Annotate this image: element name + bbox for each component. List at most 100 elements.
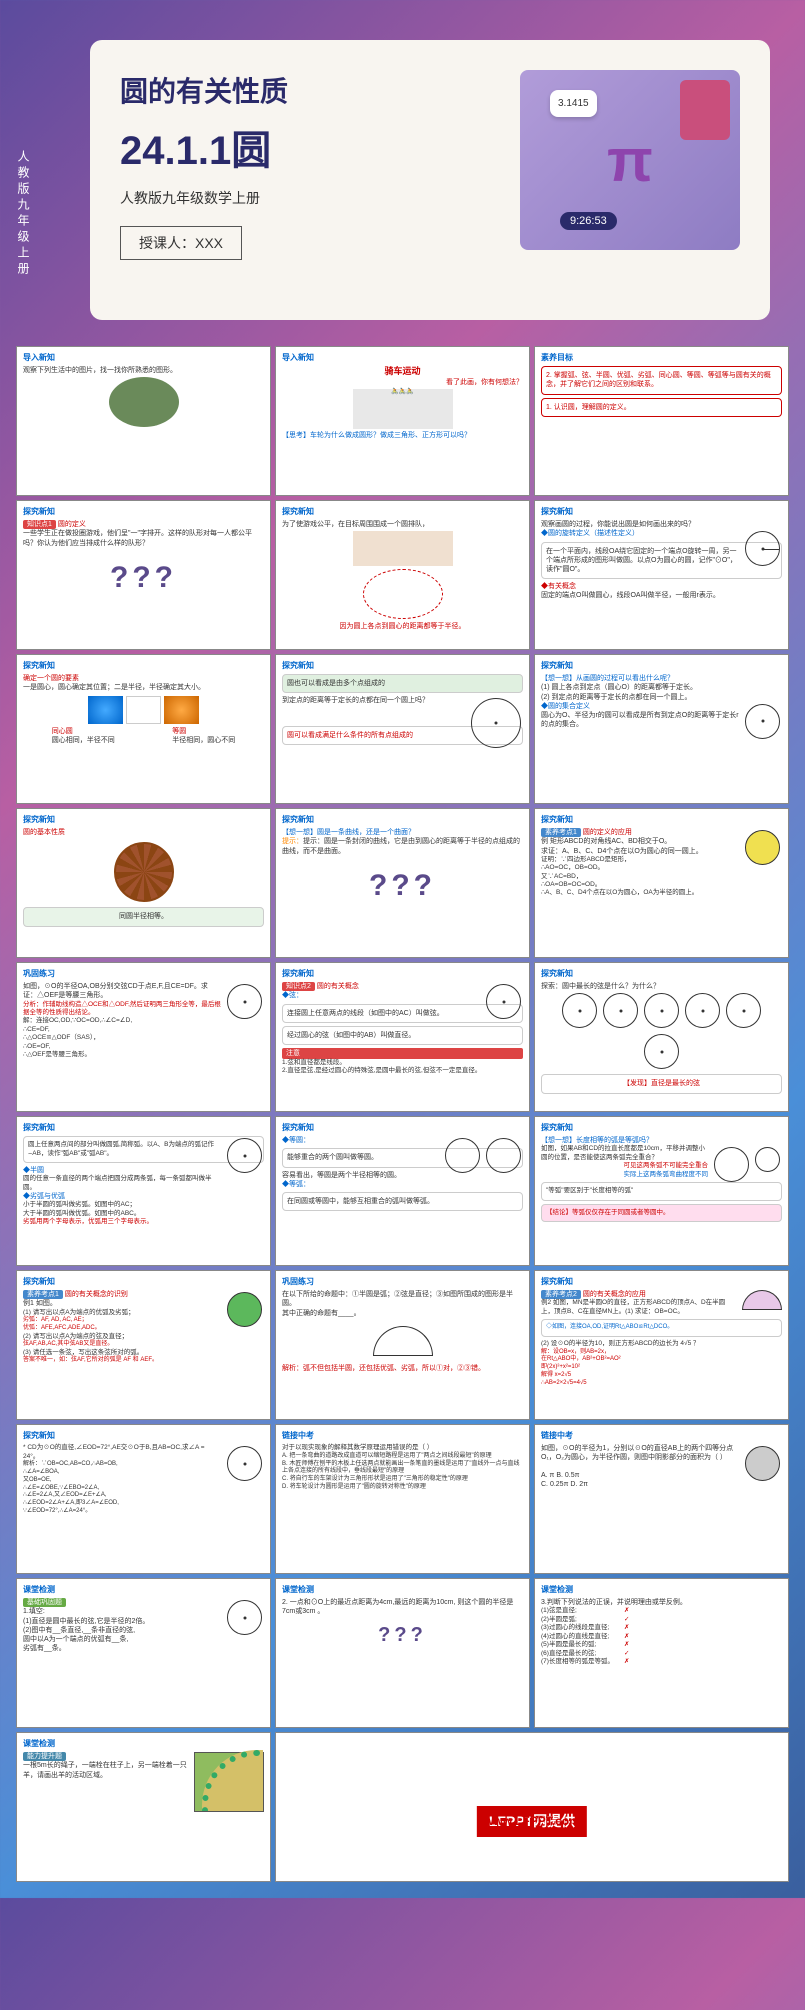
slide-11: 探究新知 【想一想】圆是一条曲线，还是一个曲面？ 提示：提示：圆是一条封闭的曲线… <box>275 808 530 958</box>
question-marks: ??? <box>282 1622 523 1648</box>
badge-title: 圆的定义的应用 <box>583 829 632 836</box>
slide-header: 链接中考 <box>282 1431 523 1441</box>
slide-body: 一些学生正在做投圈游戏，他们呈"一"字排开。这样的队形对每一人都公平吗？你认为他… <box>23 529 264 547</box>
goal-box: 2. 掌握弧、弦、半圆、优弧、劣弧、同心圆、等圆、等弧等与圆有关的概念，并了解它… <box>541 366 782 394</box>
slide-4: 探究新知 知识点1 圆的定义 一些学生正在做投圈游戏，他们呈"一"字排开。这样的… <box>16 500 271 650</box>
slide-8: 探究新知 圆也可以看成是由多个点组成的 到定点的距离等于定长的点都在同一个圆上吗… <box>275 654 530 804</box>
q2: (2) 设☉O的半径为10，则正方形ABCD的边长为 4√5 ？ <box>541 1340 782 1348</box>
slide-10: 探究新知 圆的基本性质 同圆半径相等。 <box>16 808 271 958</box>
multi-circles <box>541 991 782 1071</box>
badge-title: 圆的有关概念的识别 <box>65 1291 128 1298</box>
slide-17: 探究新知 ◆等圆： 能够重合的两个圆叫做等圆。 容易看出，等圆是两个半径相等的圆… <box>275 1116 530 1266</box>
slide-title: 确定一个圆的要素 <box>23 674 264 683</box>
circle-diagram <box>227 1600 262 1635</box>
slide-16: 探究新知 圆上任意两点间的部分叫做圆弧,简称弧。以A、B为端点的弧记作⌢AB，读… <box>16 1116 271 1266</box>
slide-header: 探究新知 <box>282 661 523 671</box>
circle-diagram <box>471 698 521 748</box>
slide-21: 探究新知 素养考点2 圆的有关概念的应用 例2 如图，MN是半圆O的直径，正方形… <box>534 1270 789 1420</box>
slide-body: 一是圆心，圆心确定其位置；二是半径，半径确定其大小。 <box>23 683 264 692</box>
gradient-boxes <box>23 696 264 724</box>
slide-23: 链接中考 对于以现实现象的解释其数学原理运用错误的是（ ） A. 把一条弯曲的道… <box>275 1424 530 1574</box>
question-text: 在以下所给的命题中：①半圆是弧；②弦是直径；③如图所围成的图形是半圆。 <box>282 1290 523 1308</box>
circle-diagram <box>486 984 521 1019</box>
slide-body: 其中正确的命题有____。 <box>282 1309 523 1318</box>
note-badge: 注意 <box>282 1048 523 1059</box>
calculator-icon <box>680 80 730 140</box>
note-text: 劣弧用两个字母表示，优弧用三个字母表示。 <box>23 1218 264 1226</box>
slide-5: 探究新知 为了使游戏公平，在目标周围围成一个圆排队， 因为圆上各点到圆心的距离都… <box>275 500 530 650</box>
slide-9: 探究新知 【想一想】从画圆的过程可以看出什么呢？ (1) 圆上各点到定点（圆心O… <box>534 654 789 804</box>
item1: (1) 圆上各点到定点（圆心O）的距离都等于定长。 <box>541 683 782 692</box>
a2: 弦AF,AB,AC,其中弦AB又是直径。 <box>23 1341 264 1349</box>
slide-header: 课堂检测 <box>282 1585 523 1595</box>
circle-diagram <box>227 1138 262 1173</box>
q4: 劣弧有__条。 <box>23 1644 264 1653</box>
practice-badge: 基础巩固题 <box>23 1598 66 1607</box>
slide-1: 导入新知 观察下列生活中的图片，找一找你所熟悉的图形。 <box>16 346 271 496</box>
slide-header: 课堂检测 <box>541 1585 782 1595</box>
analysis-text: 解析：弧不但包括半圆，还包括优弧、劣弧，所以①对，②③错。 <box>282 1364 523 1373</box>
title-text: 3.判断下列说法的正误，并说明理由或举反例。 <box>541 1598 782 1607</box>
marks-text: ✗ ✓ ✗ ✗ ✗ ✓ ✗ <box>624 1607 629 1666</box>
slide-header: 探究新知 <box>23 507 264 517</box>
think-title: 【想一想】圆是一条曲线，还是一个曲面？ <box>282 828 523 837</box>
url-text: www.LFPPT.com <box>276 1814 788 1830</box>
semicircle-diagram <box>373 1326 433 1356</box>
question-marks: ??? <box>282 866 523 905</box>
slide-header: 巩固练习 <box>282 1277 523 1287</box>
title-main: 圆的有关性质 <box>120 70 520 110</box>
circle-diagram <box>714 1147 749 1182</box>
circle-diagram <box>745 704 780 739</box>
goal-box: 1. 认识圆，理解圆的定义。 <box>541 398 782 417</box>
term-title: ◆等弧： <box>282 1180 523 1189</box>
exam-badge: 素养考点1 <box>541 828 581 837</box>
badge-title: 圆的定义 <box>58 521 86 528</box>
definition-box: 经过圆心的弦（如图中的AB）叫做直径。 <box>282 1026 523 1045</box>
title-sub: 24.1.1圆 <box>120 118 520 176</box>
slide-header: 导入新知 <box>23 353 264 363</box>
item2: (2) 到定点的距离等于定长的点都在同一个圆上。 <box>541 693 782 702</box>
question-text: 探索：圆中最长的弦是什么？为什么？ <box>541 982 782 991</box>
slide-26: 课堂检测 2. 一点和⊙O上的最近点距离为4cm,最远的距离为10cm, 则这个… <box>275 1578 530 1728</box>
slide-header: 探究新知 <box>282 507 523 517</box>
slide-19: 探究新知 素养考点1 圆的有关概念的识别 例1 如图。 (1) 请写出以点A为端… <box>16 1270 271 1420</box>
slide-24: 链接中考 如图，☉O的半径为1，分别以☉O的直径AB上的两个四等分点O₁，O₂为… <box>534 1424 789 1574</box>
slide-3: 素养目标 2. 掌握弧、弦、半圆、优弧、劣弧、同心圆、等圆、等弧等与圆有关的概念… <box>534 346 789 496</box>
slide-note: 看了此画，你有何想法？ <box>282 378 523 387</box>
slide-18: 探究新知 【想一想】长度相等的弧是等弧吗？ 如图，如果AB和CD的拉直长度都是1… <box>534 1116 789 1266</box>
slide-13: 巩固练习 如图，☉O的半径OA,OB分别交弦CD于点E,F,且CE=DF。求证：… <box>16 962 271 1112</box>
q2: (2) 请写出以点A为端点的弦及直径； <box>23 1333 264 1341</box>
concept-title: ◆有关概念 <box>541 582 782 591</box>
definition-text: 固定的端点O叫做圆心，线段OA叫做半径，一般用r表示。 <box>541 591 782 600</box>
circle-diagram <box>755 1147 780 1172</box>
slide-question: 【思考】车轮为什么做成圆形？做成三角形、正方形可以吗？ <box>282 431 523 440</box>
slide-header: 探究新知 <box>23 1123 264 1133</box>
slide-29: LFPPT网提供 www.LFPPT.com <box>275 1732 789 1882</box>
title-card: 圆的有关性质 24.1.1圆 人教版九年级数学上册 授课人：XXX 3.1415… <box>90 40 770 320</box>
header-illustration: 3.1415 π 9:26:53 <box>520 70 740 250</box>
sidebar-text: 人教版九年级上册 <box>15 150 32 278</box>
slide-header: 探究新知 <box>282 815 523 825</box>
circle-diagram <box>445 1138 480 1173</box>
slide-body: 观察下列生活中的图片，找一找你所熟悉的图形。 <box>23 366 264 375</box>
slide-22: 探究新知 * CD为☉O的直径,∠EOD=72°,AE交☉O于B,且AB=OC,… <box>16 1424 271 1574</box>
hint-box: ◇如图，连接OA,OD,证明Rt△ABO≌Rt△DCO。 <box>541 1319 782 1337</box>
slide-20: 巩固练习 在以下所给的命题中：①半圆是弧；②弦是直径；③如图所围成的图形是半圆。… <box>275 1270 530 1420</box>
circle-diagram <box>227 1292 262 1327</box>
question-text: 2. 一点和⊙O上的最近点距离为4cm,最远的距离为10cm, 则这个圆的半径是… <box>282 1598 523 1616</box>
slide-header: 巩固练习 <box>23 969 264 979</box>
slide-body: 观察画圆的过程，你能说出圆是如何画出来的吗？ <box>541 520 782 529</box>
question-text: 对于以现实现象的解释其数学原理运用错误的是（ ） <box>282 1444 523 1452</box>
slide-header: 探究新知 <box>23 661 264 671</box>
clock-badge: 9:26:53 <box>560 212 617 230</box>
definition-box: 在同圆或等圆中，能够互相重合的弧叫做等弧。 <box>282 1192 523 1211</box>
slide-2: 导入新知 骑车运动 看了此画，你有何想法？ 🚴🚴🚴 【思考】车轮为什么做成圆形？… <box>275 346 530 496</box>
circle-diagram <box>486 1138 521 1173</box>
circle-diagram <box>227 1446 262 1481</box>
slide-header: 探究新知 <box>541 507 782 517</box>
slide-title: 圆的基本性质 <box>23 828 264 837</box>
slide-7: 探究新知 确定一个圆的要素 一是圆心，圆心确定其位置；二是半径，半径确定其大小。… <box>16 654 271 804</box>
title-edition: 人教版九年级数学上册 <box>120 188 520 208</box>
wheel-pattern <box>114 842 174 902</box>
slide-header: 素养目标 <box>541 353 782 363</box>
